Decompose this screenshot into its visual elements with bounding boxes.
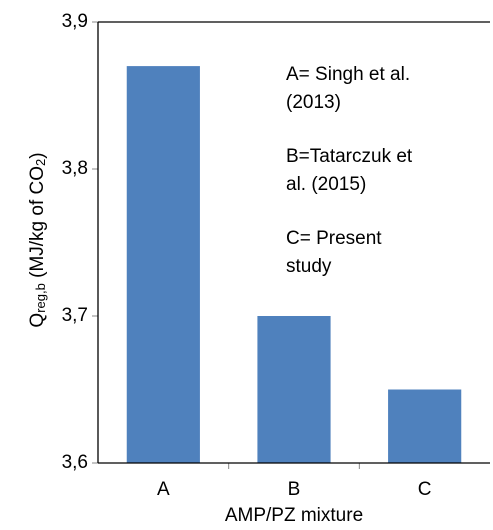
- x-tick-label: C: [418, 479, 432, 500]
- annotation: C= Present: [286, 228, 382, 249]
- x-tick-label: A: [157, 479, 170, 500]
- bar: [388, 389, 462, 463]
- annotation: al. (2015): [286, 174, 366, 195]
- bar: [126, 66, 200, 463]
- y-label-part: (MJ/kg of CO: [27, 166, 48, 283]
- annotation: B=Tatarczuk et: [286, 146, 413, 167]
- annotation: study: [286, 256, 332, 277]
- bar: [257, 316, 331, 463]
- y-axis-label: Qreg,b (MJ/kg of CO2): [27, 152, 48, 327]
- y-tick-label: 3,7: [62, 305, 88, 326]
- y-tick-label: 3,9: [62, 11, 88, 32]
- y-label-sub: reg,b: [33, 283, 48, 313]
- y-label-part: ): [27, 152, 48, 158]
- y-label-part: Q: [27, 313, 48, 328]
- annotation: A= Singh et al.: [286, 64, 410, 85]
- y-label-sub: 2: [33, 159, 48, 166]
- annotation: (2013): [286, 92, 341, 113]
- x-tick-label: B: [288, 479, 301, 500]
- y-tick-label: 3,8: [62, 158, 88, 179]
- y-tick-label: 3,6: [62, 452, 88, 473]
- x-axis-label: AMP/PZ mixture: [225, 505, 363, 526]
